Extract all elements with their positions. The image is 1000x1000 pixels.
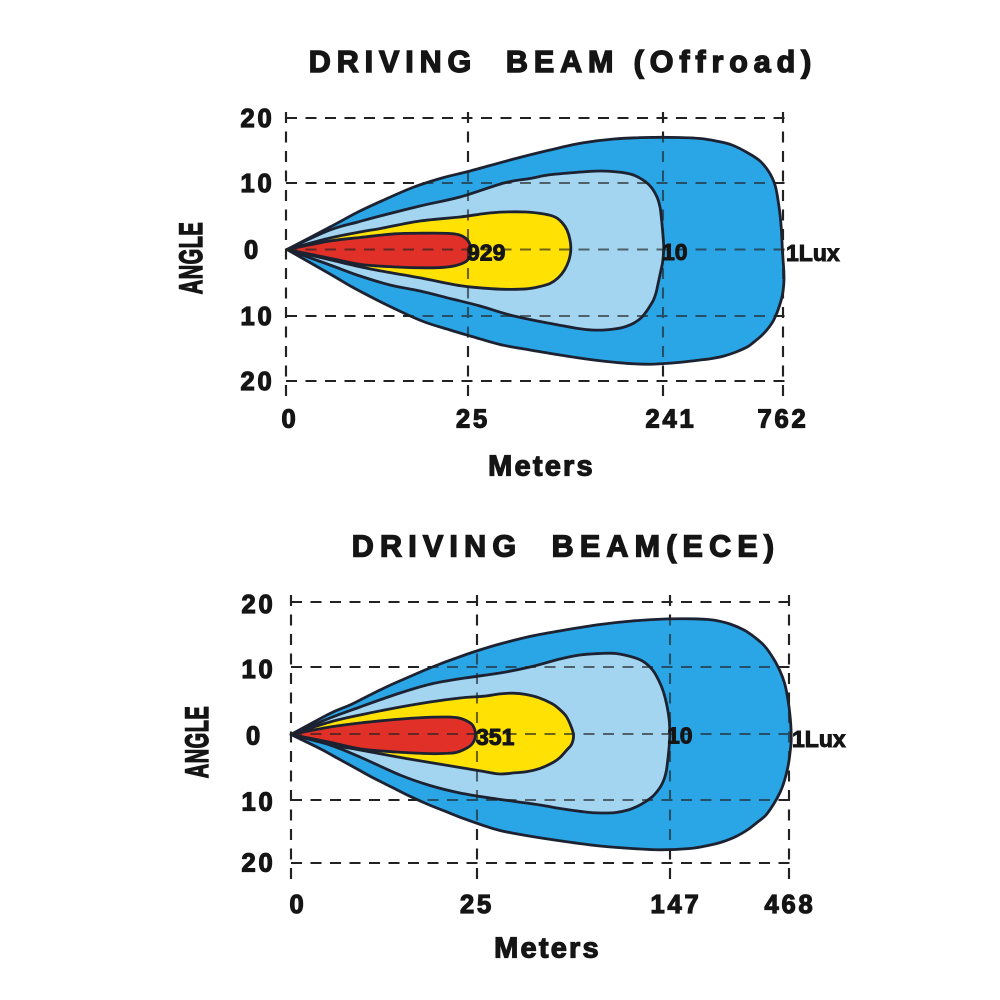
svg-text:DRIVING BEAM (Offroad): DRIVING BEAM (Offroad): [309, 45, 817, 79]
svg-text:20: 20: [242, 850, 276, 878]
svg-text:929: 929: [467, 240, 505, 266]
svg-text:25: 25: [460, 891, 494, 919]
svg-text:1Lux: 1Lux: [792, 726, 846, 752]
svg-text:1Lux: 1Lux: [786, 240, 840, 266]
svg-text:0: 0: [246, 723, 263, 751]
svg-text:10: 10: [662, 239, 688, 265]
svg-text:20: 20: [242, 591, 276, 619]
svg-text:0: 0: [290, 891, 307, 919]
svg-text:468: 468: [765, 891, 816, 919]
svg-text:10: 10: [242, 656, 276, 684]
svg-text:10: 10: [667, 723, 693, 749]
svg-text:147: 147: [651, 891, 702, 919]
svg-text:ANGLE: ANGLE: [173, 222, 209, 294]
svg-text:0: 0: [282, 406, 299, 434]
svg-text:10: 10: [241, 170, 275, 198]
svg-text:Meters: Meters: [488, 451, 595, 483]
svg-text:DRIVING BEAM(ECE): DRIVING BEAM(ECE): [352, 530, 780, 564]
svg-text:762: 762: [758, 406, 809, 434]
svg-text:Meters: Meters: [494, 933, 601, 965]
svg-text:351: 351: [476, 724, 515, 750]
svg-text:10: 10: [242, 789, 276, 817]
svg-text:10: 10: [241, 303, 275, 331]
svg-text:241: 241: [646, 406, 697, 434]
svg-text:20: 20: [241, 368, 275, 396]
svg-text:20: 20: [241, 105, 275, 133]
svg-text:0: 0: [244, 237, 261, 265]
svg-text:ANGLE: ANGLE: [179, 706, 215, 778]
svg-text:25: 25: [456, 406, 490, 434]
